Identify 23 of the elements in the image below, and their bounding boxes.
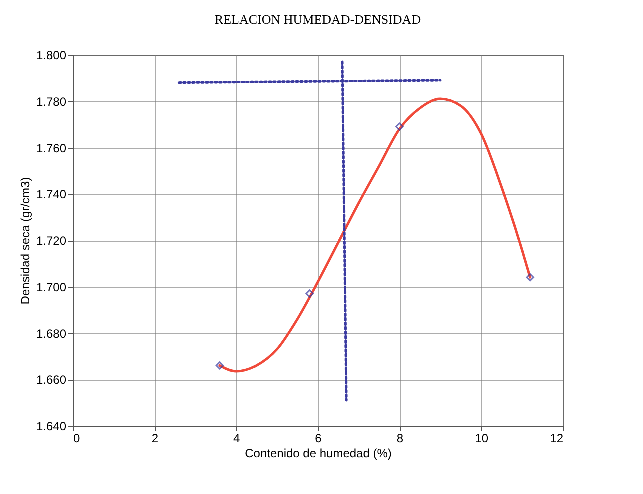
y-tick-label: 1.700 [36, 280, 67, 294]
x-axis-title: Contenido de humedad (%) [245, 446, 392, 460]
chart-title: RELACION HUMEDAD-DENSIDAD [214, 12, 422, 27]
x-tick-label: 2 [152, 432, 159, 446]
x-tick-label: 12 [550, 432, 564, 446]
y-tick-label: 1.800 [36, 48, 67, 62]
point [216, 362, 224, 370]
x-tick-label: 8 [396, 432, 404, 446]
point [396, 122, 404, 131]
y-tick-label: 1.740 [36, 188, 67, 202]
y-tick-label: 1.660 [36, 373, 67, 388]
x-tick-label: 6 [315, 432, 322, 446]
y-tick-label: 1.720 [36, 234, 67, 248]
y-axis-title: Densidad seca (gr/cm3) [18, 177, 32, 305]
x-tick-label: 0 [74, 432, 80, 446]
y-tick-label: 1.760 [36, 141, 67, 156]
point [526, 273, 534, 282]
x-tick-label: 10 [475, 432, 489, 446]
y-tick-label: 1.680 [36, 326, 67, 341]
y-tick-label: 1.640 [36, 420, 67, 434]
y-tick-label: 1.780 [36, 94, 67, 109]
point [306, 290, 314, 298]
x-tick-label: 4 [233, 432, 240, 446]
